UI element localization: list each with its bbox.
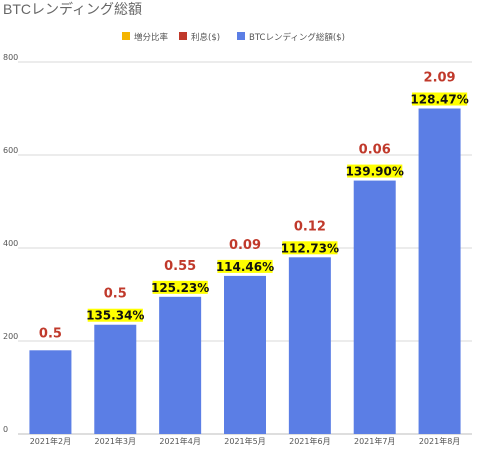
ratio-label-highlight <box>347 164 403 178</box>
interest-label: 0.5 <box>104 287 127 302</box>
y-tick-label: 200 <box>3 332 18 341</box>
x-tick-label: 2021年7月 <box>354 436 395 446</box>
interest-label: 0.55 <box>164 259 196 274</box>
y-tick-label: 400 <box>3 239 18 248</box>
legend-label-interest: 利息($) <box>191 32 220 43</box>
x-tick-label: 2021年4月 <box>159 436 200 446</box>
ratio-label-highlight <box>282 241 338 255</box>
interest-label: 0.5 <box>39 326 62 341</box>
legend-swatch-interest <box>179 32 187 40</box>
bars <box>29 108 461 434</box>
x-tick-label: 2021年5月 <box>224 436 265 446</box>
bar <box>94 324 137 434</box>
bar <box>224 275 266 434</box>
ratio-label-highlight <box>411 92 468 106</box>
interest-label: 2.09 <box>424 71 456 86</box>
x-axis-ticks: 2021年2月 2021年3月 2021年4月 2021年5月 2021年6月 2021年… <box>30 436 461 446</box>
legend-label-ratio: 増分比率 <box>134 32 169 43</box>
interest-label: 0.12 <box>294 219 326 234</box>
legend-swatch-ratio <box>122 32 130 40</box>
legend: 増分比率 利息($) BTCレンディング総額($) <box>122 32 345 43</box>
interest-label: 0.09 <box>229 238 261 253</box>
ratio-label: 112.73% <box>281 241 339 255</box>
ratio-label: 128.47% <box>410 93 468 107</box>
bar <box>29 350 72 434</box>
y-tick-label: 800 <box>3 53 18 62</box>
x-tick-label: 2021年2月 <box>30 436 71 446</box>
bar <box>418 108 461 434</box>
ratio-label: 139.90% <box>346 165 404 179</box>
x-tick-label: 2021年6月 <box>289 436 330 446</box>
data-labels: 0.5 135.34% 0.5 125.23% 0.55 114.46% 0.09 112.7… <box>39 71 469 342</box>
x-tick-label: 2021年3月 <box>95 436 136 446</box>
ratio-label: 125.23% <box>151 281 209 295</box>
bar <box>353 180 396 434</box>
y-axis-ticks: 0 200 400 600 800 <box>3 53 18 434</box>
bar <box>288 257 331 434</box>
ratio-label: 135.34% <box>86 309 144 323</box>
x-tick-label: 2021年8月 <box>419 436 460 446</box>
legend-swatch-total <box>237 32 245 40</box>
ratio-label-highlight <box>217 259 273 273</box>
legend-label-total: BTCレンディング総額($) <box>249 32 345 43</box>
bar <box>159 296 202 434</box>
y-tick-label: 600 <box>3 146 18 155</box>
interest-label: 0.06 <box>359 143 391 158</box>
ratio-label-highlight <box>87 308 143 322</box>
ratio-label: 114.46% <box>216 260 274 274</box>
gridlines <box>18 61 472 435</box>
chart-title: BTCレンディング総額 <box>3 1 142 17</box>
ratio-label-highlight <box>152 280 208 294</box>
y-tick-label: 0 <box>3 425 8 434</box>
